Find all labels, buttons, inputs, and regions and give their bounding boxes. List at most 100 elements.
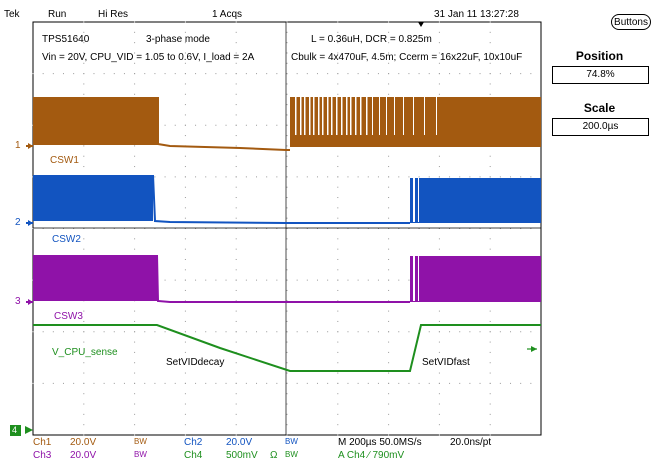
grid-dot <box>327 331 329 333</box>
scale-value-field[interactable]: 200.0µs <box>552 118 649 136</box>
grid-dot <box>316 176 318 178</box>
ch4-ground-marker <box>10 425 33 436</box>
grid-dot <box>306 228 308 229</box>
grid-dot <box>530 73 532 75</box>
position-value-field[interactable]: 74.8% <box>552 66 649 84</box>
grid-dot <box>357 331 359 333</box>
grid-dot <box>398 228 400 229</box>
grid-dot <box>235 248 237 250</box>
grid-dot <box>388 279 390 281</box>
grid-dot <box>83 93 85 95</box>
grid-dot <box>184 207 186 209</box>
grid-dot <box>489 341 491 343</box>
grid-dot <box>306 176 308 178</box>
ch1-readout-name: Ch1 <box>33 437 52 448</box>
grid-dot <box>134 351 136 353</box>
grid-dot <box>184 320 186 322</box>
grid-dot <box>184 413 186 415</box>
ch2-readout-name: Ch2 <box>184 437 203 448</box>
grid-dot <box>337 42 339 44</box>
grid-dot <box>367 228 369 229</box>
grid-dot <box>134 413 136 415</box>
grid-dot <box>367 73 369 75</box>
grid-dot <box>520 176 522 178</box>
ch1-burst-gap <box>403 97 404 135</box>
grid-dot <box>469 228 471 229</box>
grid-dot <box>459 331 461 333</box>
grid-dot <box>164 331 166 333</box>
grid-dot <box>337 186 339 188</box>
ch3-readout-scale: 20.0V <box>70 450 97 461</box>
grid-dot <box>489 93 491 95</box>
ch2-marker-number: 2 <box>15 217 21 228</box>
grid-dot <box>245 124 247 126</box>
grid-dot <box>286 21 288 23</box>
grid-dot <box>276 382 278 384</box>
grid-dot <box>286 166 288 168</box>
ch2-ground-marker <box>26 220 33 226</box>
grid-dot <box>489 238 491 240</box>
grid-dot <box>286 52 288 54</box>
grid-dot <box>489 62 491 64</box>
grid-dot <box>235 197 237 199</box>
grid-dot <box>438 83 440 85</box>
grid-dot <box>134 393 136 395</box>
grid-dot <box>398 176 400 178</box>
grid-dot <box>286 135 288 137</box>
grid-dot <box>276 228 278 229</box>
ch2-bandwidth-icon: BW <box>285 437 298 446</box>
grid-dot <box>83 21 85 23</box>
grid-dot <box>32 382 34 384</box>
grid-dot <box>438 382 440 384</box>
grid-dot <box>489 372 491 374</box>
grid-dot <box>286 31 288 33</box>
grid-dot <box>276 73 278 75</box>
grid-dot <box>123 382 125 384</box>
annotation-conditions: Vin = 20V, CPU_VID = 1.05 to 0.6V, I_loa… <box>42 52 255 63</box>
grid-dot <box>520 228 522 229</box>
grid-dot <box>459 176 461 178</box>
grid-dot <box>388 289 390 291</box>
grid-dot <box>235 424 237 426</box>
grid-dot <box>83 331 85 333</box>
buttons-menu-button[interactable]: Buttons <box>611 14 651 30</box>
grid-dot <box>286 197 288 199</box>
grid-dot <box>215 331 217 333</box>
grid-dot <box>296 279 298 281</box>
grid-dot <box>83 403 85 405</box>
grid-dot <box>83 320 85 322</box>
grid-dot <box>286 372 288 374</box>
ch1-ground-marker <box>26 143 33 149</box>
grid-dot <box>306 382 308 384</box>
annotation-setvid-decay: SetVIDdecay <box>166 357 225 368</box>
grid-dot <box>164 73 166 75</box>
ch1-burst-gap <box>372 97 373 135</box>
grid-dot <box>256 176 258 178</box>
grid-dot <box>215 382 217 384</box>
grid-dot <box>184 269 186 271</box>
grid-dot <box>438 21 440 23</box>
ch1-burst-gap <box>379 97 380 135</box>
grid-dot <box>174 176 176 178</box>
ch3-marker-number: 3 <box>15 296 21 307</box>
grid-dot <box>235 434 237 436</box>
grid-dot <box>134 21 136 23</box>
grid-dot <box>286 279 288 281</box>
grid-dot <box>398 73 400 75</box>
grid-dot <box>296 228 298 229</box>
annotation-setvid-fast: SetVIDfast <box>422 357 470 368</box>
grid-dot <box>184 62 186 64</box>
grid-dot <box>367 176 369 178</box>
ch1-burst-gap <box>346 97 348 135</box>
ch1-marker-number: 1 <box>15 140 21 151</box>
grid-dot <box>428 176 430 178</box>
grid-dot <box>489 362 491 364</box>
grid-dot <box>449 331 451 333</box>
grid-dot <box>235 83 237 85</box>
grid-dot <box>225 331 227 333</box>
grid-dot <box>83 393 85 395</box>
grid-dot <box>134 93 136 95</box>
grid-dot <box>306 73 308 75</box>
grid-dot <box>235 341 237 343</box>
grid-dot <box>235 258 237 260</box>
